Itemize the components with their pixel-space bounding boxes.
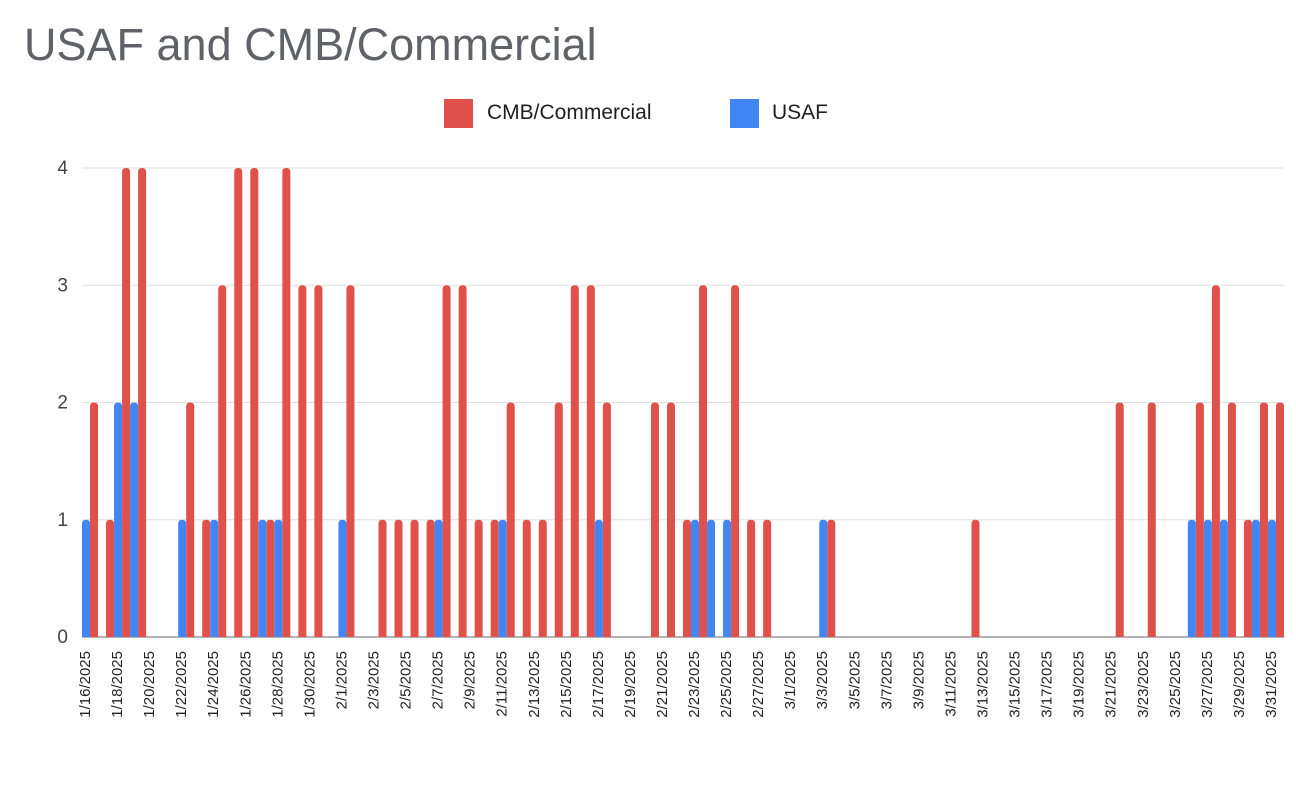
svg-text:3/19/2025: 3/19/2025	[1071, 651, 1088, 718]
svg-text:3/23/2025: 3/23/2025	[1135, 651, 1152, 718]
svg-text:3: 3	[57, 275, 68, 296]
svg-text:2/11/2025: 2/11/2025	[494, 651, 511, 717]
svg-text:2/1/2025: 2/1/2025	[333, 651, 350, 709]
svg-text:4: 4	[57, 158, 68, 179]
svg-text:2/17/2025: 2/17/2025	[590, 651, 607, 718]
svg-text:2/9/2025: 2/9/2025	[462, 651, 479, 709]
svg-text:3/1/2025: 3/1/2025	[782, 651, 799, 709]
svg-text:3/11/2025: 3/11/2025	[942, 651, 959, 717]
svg-text:1/24/2025: 1/24/2025	[205, 651, 222, 718]
svg-text:2/3/2025: 2/3/2025	[365, 651, 382, 709]
svg-text:2/13/2025: 2/13/2025	[526, 651, 543, 718]
svg-text:1/18/2025: 1/18/2025	[109, 651, 126, 718]
svg-text:3/17/2025: 3/17/2025	[1039, 651, 1056, 718]
svg-text:2/27/2025: 2/27/2025	[750, 651, 767, 718]
svg-text:2: 2	[57, 393, 68, 414]
svg-text:3/25/2025: 3/25/2025	[1167, 651, 1184, 718]
svg-text:2/19/2025: 2/19/2025	[622, 651, 639, 718]
svg-text:1/26/2025: 1/26/2025	[237, 651, 254, 718]
svg-text:3/3/2025: 3/3/2025	[814, 651, 831, 709]
svg-text:3/7/2025: 3/7/2025	[878, 651, 895, 709]
svg-text:1/30/2025: 1/30/2025	[301, 651, 318, 718]
svg-text:1/28/2025: 1/28/2025	[269, 651, 286, 718]
svg-text:1/20/2025: 1/20/2025	[141, 651, 158, 718]
svg-text:2/21/2025: 2/21/2025	[654, 651, 671, 718]
svg-text:2/5/2025: 2/5/2025	[398, 651, 415, 709]
svg-text:3/13/2025: 3/13/2025	[975, 651, 992, 718]
svg-text:1/22/2025: 1/22/2025	[173, 651, 190, 718]
svg-text:3/15/2025: 3/15/2025	[1007, 651, 1024, 718]
svg-text:2/23/2025: 2/23/2025	[686, 651, 703, 718]
svg-text:2/25/2025: 2/25/2025	[718, 651, 735, 718]
svg-text:1: 1	[57, 510, 68, 531]
svg-text:3/29/2025: 3/29/2025	[1231, 651, 1248, 718]
svg-text:3/5/2025: 3/5/2025	[846, 651, 863, 709]
svg-text:3/21/2025: 3/21/2025	[1103, 651, 1120, 718]
svg-text:3/9/2025: 3/9/2025	[910, 651, 927, 709]
svg-text:2/7/2025: 2/7/2025	[430, 651, 447, 709]
svg-text:3/27/2025: 3/27/2025	[1199, 651, 1216, 718]
svg-text:2/15/2025: 2/15/2025	[558, 651, 575, 718]
svg-text:0: 0	[57, 627, 68, 648]
svg-text:1/16/2025: 1/16/2025	[77, 651, 94, 718]
svg-text:3/31/2025: 3/31/2025	[1263, 651, 1280, 718]
